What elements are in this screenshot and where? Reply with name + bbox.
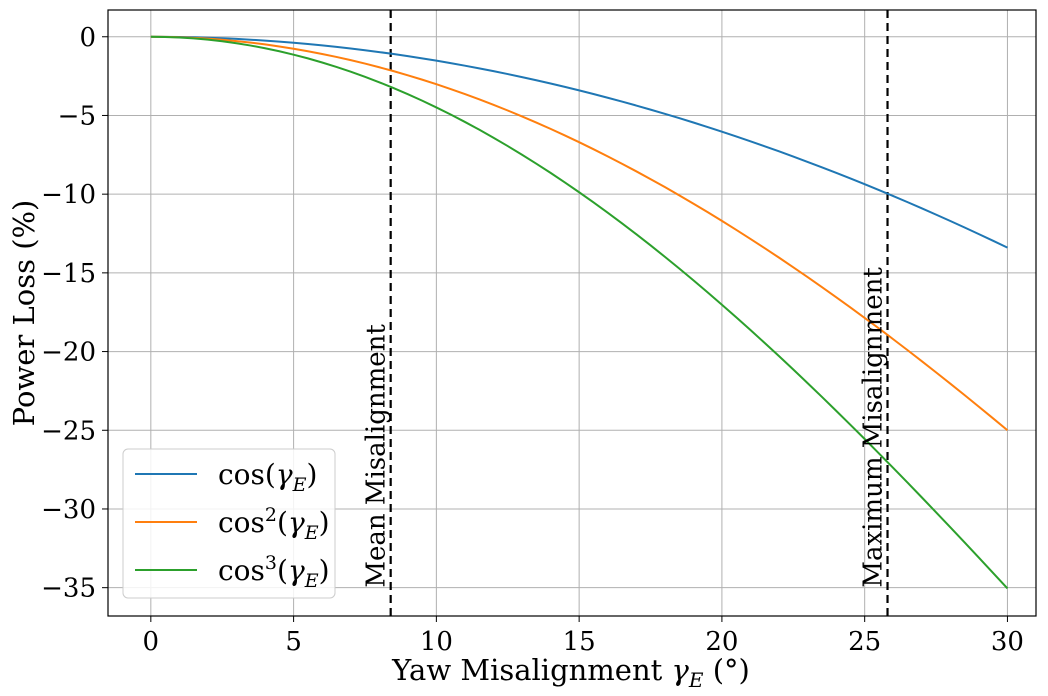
reference-line-label: Maximum Misalignment: [859, 267, 889, 588]
series-lines: [150, 35, 1009, 590]
axis-ticks: 0 5 10 15 20 25 30 0 −5 −10 −15 −20 −25 −30 −35: [41, 23, 1024, 657]
y-tick-label: −10: [41, 180, 96, 210]
x-tick-label: 10: [420, 627, 453, 657]
reference-lines: [389, 10, 889, 616]
y-tick-label: 0: [79, 23, 96, 53]
y-tick-label: −15: [41, 259, 96, 289]
legend-label: cos(γE): [218, 458, 317, 496]
x-tick-label: 5: [285, 627, 302, 657]
y-axis-label: Power Loss (%): [7, 200, 41, 427]
grid-lines: [108, 10, 1036, 616]
legend: cos(γE) cos2(γE) cos3(γE): [122, 448, 336, 599]
x-tick-label: 20: [705, 627, 738, 657]
annotations: Mean Misalignment Maximum Misalignment: [362, 267, 889, 588]
y-tick-label: −30: [41, 495, 96, 525]
series-line-cos2: [150, 35, 1009, 432]
x-axis-label: Yaw Misalignment γE (°): [391, 653, 750, 692]
x-tick-label: 0: [143, 627, 160, 657]
legend-box: [122, 448, 336, 599]
y-tick-label: −35: [41, 574, 96, 604]
y-tick-label: −20: [41, 338, 96, 368]
legend-label: cos3(γE): [218, 552, 330, 592]
series-line-cos3: [150, 35, 1009, 590]
legend-label: cos2(γE): [218, 504, 330, 544]
y-tick-label: −5: [58, 101, 96, 131]
x-tick-label: 15: [563, 627, 596, 657]
y-tick-label: −25: [41, 416, 96, 446]
plot-frame: [107, 9, 1037, 617]
reference-line-label: Mean Misalignment: [362, 324, 392, 588]
x-tick-label: 30: [991, 627, 1024, 657]
series-line-cos1: [150, 35, 1008, 249]
x-tick-label: 25: [848, 627, 881, 657]
